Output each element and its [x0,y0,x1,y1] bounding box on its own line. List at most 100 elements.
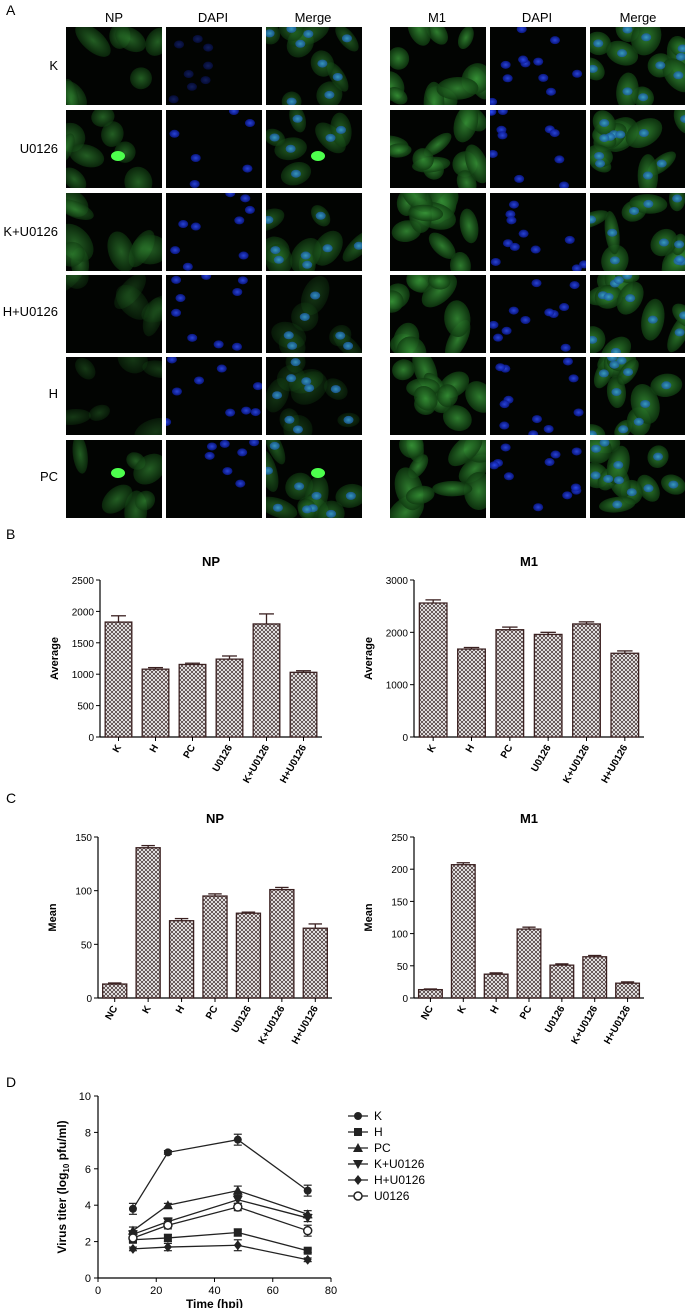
row-label-k-u0126: K+U0126 [3,224,58,239]
y-axis-label: Average [363,637,375,680]
row-label-pc: PC [40,469,58,484]
row-label-u0126: U0126 [20,141,58,156]
y-tick-label: 6 [85,1164,91,1176]
x-tick-label: H+U0126 [278,743,309,786]
chart-b-m1: M1 Average 0 1000 2000 3000 K H PC U0126 K+U0126 H+… [363,554,644,785]
chart-c-np: NP Mean 0 50 100 150 NC K H PC U0126 K+U0126 H+U0126 [47,811,332,1046]
marker-diamond [354,1175,362,1185]
y-tick-label: 200 [391,865,408,876]
micrograph-k-u0126-merge [266,193,362,271]
series-line [132,1206,308,1239]
bar [495,629,525,738]
y-axis-label: Average [49,637,61,680]
bar [457,648,486,738]
legend-label: K+U0126 [374,1157,425,1171]
x-tick-label: K [456,1003,470,1015]
chart-c-m1: M1 Mean 0 50 100 150 200 250 NC K H PC U0126 K+U0126 H… [363,811,644,1046]
micrograph-h-merge2 [590,357,685,435]
y-tick-label: 50 [397,962,409,973]
marker-circle [233,1135,242,1144]
series-line [132,1138,309,1210]
y-axis-label: Mean [363,903,375,931]
marker-triangle-down [302,1213,313,1223]
marker-square [233,1228,242,1237]
series-h [128,1228,312,1255]
y-tick-label: 150 [391,897,408,908]
micrograph-h-u0126-m1 [390,275,486,353]
y-tick-label: 2500 [72,576,95,587]
x-tick-label: H+U0126 [600,743,631,786]
header-merge-left: Merge [295,10,332,25]
x-tick-label: 40 [208,1285,220,1297]
bar [610,652,640,738]
marker-diamond [163,1242,172,1253]
micrograph-h-u0126-merge [266,275,362,353]
chart-title: NP [202,554,220,569]
micrograph-h-m1 [390,357,486,435]
micrograph-grid [66,27,685,518]
bar [302,927,328,999]
micrograph-k-m1 [390,27,486,105]
micrograph-k-dapi2 [490,27,586,105]
bar [104,621,133,738]
header-merge-right: Merge [620,10,657,25]
x-tick-label: K [426,742,440,754]
x-tick-label: H+U0126 [602,1004,633,1047]
y-tick-label: 1000 [72,670,95,681]
micrograph-u0126-merge [266,110,362,188]
y-tick-label: 1500 [72,639,95,650]
micrograph-h-u0126-dapi2 [490,275,586,353]
x-tick-label: H [489,1004,502,1016]
bar [572,623,601,738]
x-tick-label: 60 [267,1285,279,1297]
bar [235,912,262,999]
micrograph-k-u0126-dapi [166,193,262,271]
micrograph-pc-np [66,440,162,518]
row-label-h-u0126: H+U0126 [3,304,58,319]
series-line [132,1199,308,1235]
chart-title: NP [206,811,224,826]
x-tick-label: H [174,1004,187,1016]
marker-triangle-down [353,1160,363,1169]
micrograph-u0126-m1 [390,110,486,188]
x-tick-label: PC [204,1004,220,1022]
series-line [132,1244,308,1261]
micrograph-pc-merge2 [590,440,685,518]
y-tick-label: 2 [85,1237,91,1249]
bar [417,988,443,999]
legend-label: H [374,1125,383,1139]
bar [202,895,228,999]
micrograph-h-np [66,357,162,435]
micrograph-k-merge2 [590,27,685,105]
bar [516,928,542,999]
legend-item: K [348,1109,382,1123]
bar [533,633,563,738]
x-tick-label: K+U0126 [257,1004,288,1047]
marker-diamond [128,1243,137,1254]
micrograph-k-u0126-dapi2 [490,193,586,271]
series-k [128,1133,312,1215]
legend-item: PC [348,1141,391,1155]
panel-letter-c: C [6,790,16,806]
micrograph-k-u0126-merge2 [590,193,685,271]
y-tick-label: 0 [85,1273,91,1285]
panel-letter-d: D [6,1074,16,1090]
micrograph-h-u0126-merge2 [590,275,685,353]
marker-open-circle [302,1225,313,1236]
row-label-k: K [49,58,58,73]
header-dapi-right: DAPI [522,10,552,25]
y-axis-label: Virus titer (log10 pfu/ml) [55,1120,71,1253]
bright-spot [311,468,325,478]
series-line [132,1189,308,1232]
bar [168,920,195,999]
marker-triangle-up [353,1143,363,1152]
header-np: NP [105,10,123,25]
micrograph-k-u0126-np [66,193,162,271]
x-tick-label: PC [518,1004,534,1022]
bar [135,847,161,999]
micrograph-h-dapi2 [490,357,586,435]
panel-letter-b: B [6,526,15,542]
micrograph-u0126-merge2 [590,110,685,188]
